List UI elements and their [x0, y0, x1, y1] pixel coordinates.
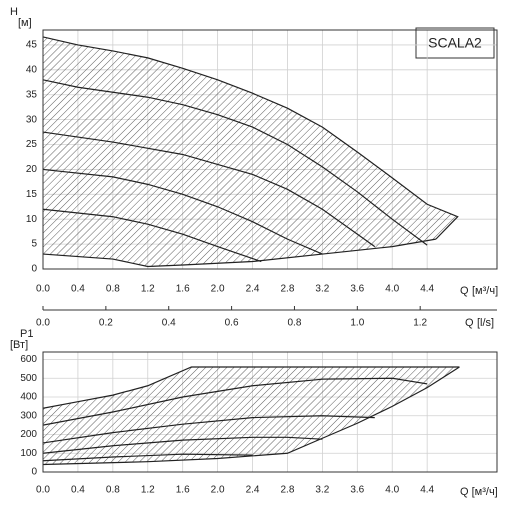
- badge-box: [415, 27, 495, 59]
- x-tick-label: 0.8: [106, 485, 120, 496]
- x2-axis-label: Q: [465, 317, 474, 329]
- y-axis-label: P1: [20, 328, 33, 340]
- y-tick-label: 35: [26, 89, 38, 100]
- x2-tick-label: 1.2: [413, 318, 427, 329]
- y-tick-label: 45: [26, 40, 38, 51]
- x-tick-label: 0.0: [36, 485, 50, 496]
- x-tick-label: 1.2: [141, 284, 155, 295]
- y-axis-label: H: [10, 6, 18, 18]
- x-tick-label: 4.4: [420, 284, 434, 295]
- x-tick-label: 2.0: [211, 485, 225, 496]
- curve: [42, 36, 459, 240]
- curve: [42, 208, 262, 263]
- y-tick-label: 25: [26, 139, 38, 150]
- curve: [42, 366, 460, 466]
- badge: SCALA2: [428, 35, 482, 51]
- curve: [42, 366, 460, 409]
- curve: [42, 436, 323, 454]
- x2-tick-label: 0.8: [288, 318, 302, 329]
- curve: [42, 377, 428, 426]
- y-tick-label: 20: [26, 164, 38, 175]
- curve: [42, 131, 376, 248]
- x-tick-label: 2.8: [281, 284, 295, 295]
- x-tick-label: 3.2: [315, 284, 329, 295]
- curve: [42, 168, 323, 255]
- y-tick-label: 100: [20, 448, 37, 459]
- y-tick-label: 200: [20, 429, 37, 440]
- hatched-area: [43, 367, 460, 465]
- x-tick-label: 1.6: [176, 485, 190, 496]
- hatched-area: [43, 36, 458, 267]
- y-tick-label: 600: [20, 354, 37, 365]
- curve: [42, 238, 436, 268]
- x-tick-label: 0.0: [36, 284, 50, 295]
- x-tick-label: 0.4: [71, 485, 85, 496]
- curve: [42, 79, 428, 246]
- x2-axis-unit: [l/s]: [477, 317, 494, 329]
- y-tick-label: 30: [26, 114, 38, 125]
- x2-tick-label: 0.4: [162, 318, 176, 329]
- curve: [42, 453, 253, 462]
- y-tick-label: 10: [26, 214, 38, 225]
- y-tick-label: 0: [31, 467, 37, 478]
- x-tick-label: 1.6: [176, 284, 190, 295]
- x-tick-label: 4.4: [420, 485, 434, 496]
- y-tick-label: 5: [31, 239, 37, 250]
- x-tick-label: 1.2: [141, 485, 155, 496]
- y-tick-label: 15: [26, 189, 38, 200]
- x-tick-label: 3.6: [350, 284, 364, 295]
- x-tick-label: 0.4: [71, 284, 85, 295]
- x-tick-label: 2.0: [211, 284, 225, 295]
- x-tick-label: 4.0: [385, 284, 399, 295]
- y-tick-label: 400: [20, 392, 37, 403]
- y-tick-label: 40: [26, 64, 38, 75]
- x-tick-label: 2.4: [246, 485, 260, 496]
- x2-tick-label: 0.0: [36, 318, 50, 329]
- curve: [42, 415, 375, 444]
- x-tick-label: 0.8: [106, 284, 120, 295]
- y-tick-label: 500: [20, 373, 37, 384]
- x2-tick-label: 0.6: [225, 318, 239, 329]
- plot-border: [42, 351, 498, 473]
- y-axis-unit: [м]: [18, 17, 32, 29]
- plot-border: [42, 29, 498, 270]
- y-tick-label: 300: [20, 410, 37, 421]
- x-tick-label: 3.6: [350, 485, 364, 496]
- x2-tick-label: 0.2: [99, 318, 113, 329]
- x-tick-label: 2.4: [246, 284, 260, 295]
- x-axis-unit: [м³/ч]: [472, 285, 498, 297]
- x-tick-label: 2.8: [281, 485, 295, 496]
- x-axis-label: Q: [460, 285, 469, 297]
- y-tick-label: 0: [31, 264, 37, 275]
- x-tick-label: 3.2: [315, 485, 329, 496]
- x2-tick-label: 1.0: [350, 318, 364, 329]
- x-tick-label: 4.0: [385, 485, 399, 496]
- x-axis-label: Q [м³/ч]: [460, 486, 498, 498]
- y-axis-unit: [Вт]: [10, 339, 28, 351]
